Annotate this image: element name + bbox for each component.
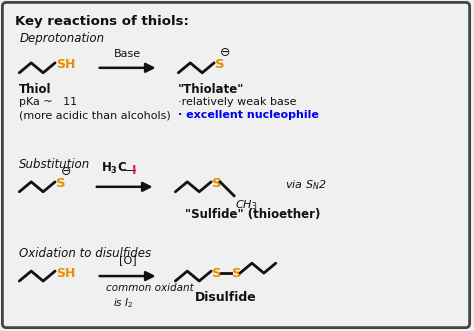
Text: ⊖: ⊖ xyxy=(61,166,71,178)
Text: I: I xyxy=(132,164,136,177)
Text: S: S xyxy=(56,177,66,190)
Text: Disulfide: Disulfide xyxy=(195,291,257,304)
Text: S: S xyxy=(215,58,225,71)
Text: Thiol: Thiol xyxy=(19,83,52,96)
Text: Key reactions of thiols:: Key reactions of thiols: xyxy=(15,15,189,28)
FancyBboxPatch shape xyxy=(2,2,470,328)
Text: SH: SH xyxy=(56,58,75,71)
Text: S: S xyxy=(232,266,242,280)
Text: [O]: [O] xyxy=(119,255,137,265)
Text: $\mathbf{H_3C}$: $\mathbf{H_3C}$ xyxy=(101,161,127,176)
Text: Base: Base xyxy=(114,49,141,59)
Text: Oxidation to disulfides: Oxidation to disulfides xyxy=(19,247,151,260)
Text: S: S xyxy=(212,177,222,190)
Text: · excellent nucleophile: · excellent nucleophile xyxy=(178,111,319,120)
Text: is $I_2$: is $I_2$ xyxy=(113,296,133,310)
Text: Substitution: Substitution xyxy=(19,158,91,171)
Text: SH: SH xyxy=(56,266,75,280)
Text: "Sulfide" (thioether): "Sulfide" (thioether) xyxy=(185,208,321,221)
Text: $CH_3$: $CH_3$ xyxy=(235,198,257,212)
Text: ·relatively weak base: ·relatively weak base xyxy=(178,97,297,107)
Text: (more acidic than alcohols): (more acidic than alcohols) xyxy=(19,111,171,120)
Text: ⊖: ⊖ xyxy=(220,46,230,60)
Text: common oxidant: common oxidant xyxy=(106,283,193,293)
Text: Deprotonation: Deprotonation xyxy=(19,32,104,45)
Text: —: — xyxy=(124,164,136,177)
Text: pKa ~   11: pKa ~ 11 xyxy=(19,97,77,107)
Text: S: S xyxy=(212,266,222,280)
Text: via $S_N$2: via $S_N$2 xyxy=(285,178,326,192)
Text: "Thiolate": "Thiolate" xyxy=(178,83,245,96)
